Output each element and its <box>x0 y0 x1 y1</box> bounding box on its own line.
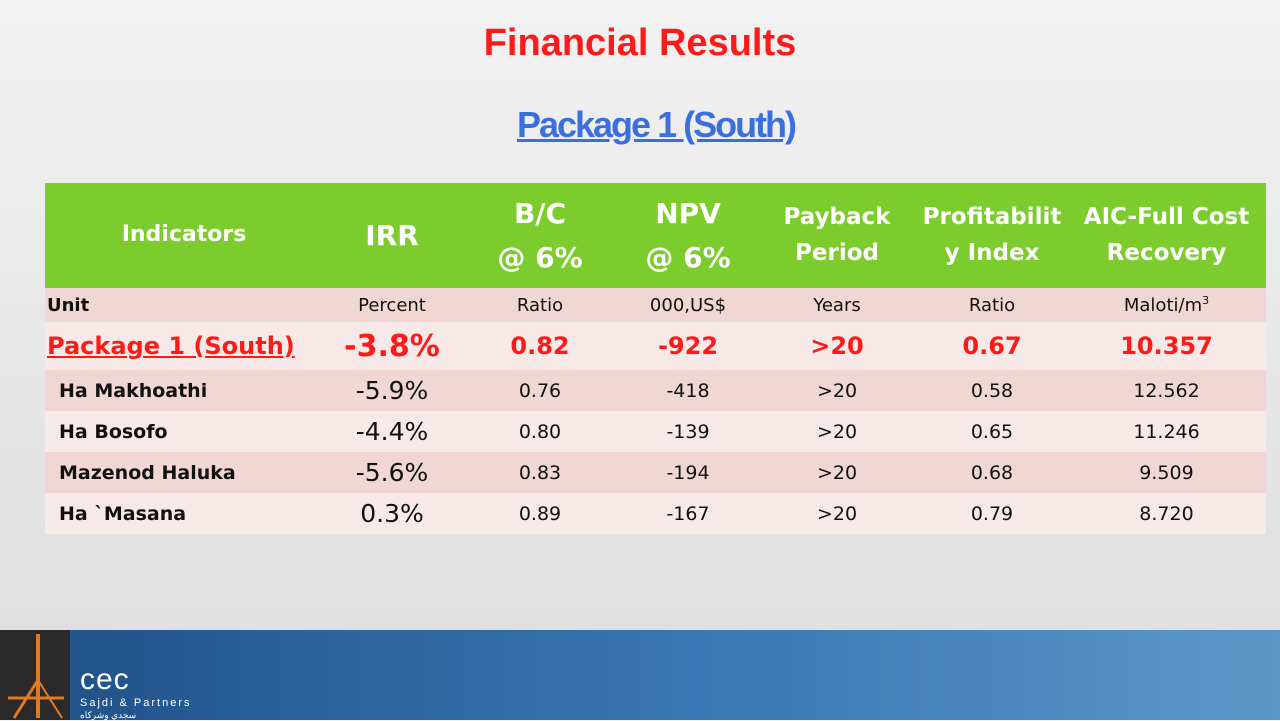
row-profit: 0.58 <box>917 370 1067 411</box>
row-profit: 0.79 <box>917 493 1067 534</box>
row-payback: >20 <box>757 370 917 411</box>
row-aic: 11.246 <box>1067 411 1266 452</box>
page-subtitle: Package 1 (South) <box>516 104 797 145</box>
header-bc-line1: B/C <box>513 197 567 231</box>
row-payback: >20 <box>757 411 917 452</box>
row-name: Ha Makhoathi <box>45 370 323 411</box>
package-aic: 10.357 <box>1067 322 1266 370</box>
package-payback: >20 <box>757 322 917 370</box>
row-name: Ha `Masana <box>45 493 323 534</box>
table-row: Ha Bosofo -4.4% 0.80 -139 >20 0.65 11.24… <box>45 411 1266 452</box>
row-aic: 8.720 <box>1067 493 1266 534</box>
unit-row: Unit Percent Ratio 000,US$ Years Ratio M… <box>45 288 1266 322</box>
row-bc: 0.83 <box>461 452 619 493</box>
row-irr: 0.3% <box>323 493 461 534</box>
row-npv: -418 <box>619 370 757 411</box>
row-name: Ha Bosofo <box>45 411 323 452</box>
package-npv: -922 <box>619 322 757 370</box>
brand-logo-text: cec <box>80 663 130 696</box>
header-irr: IRR <box>323 183 461 288</box>
unit-payback: Years <box>757 288 917 322</box>
header-npv-line1: NPV <box>655 197 721 231</box>
unit-profit: Ratio <box>917 288 1067 322</box>
row-npv: -139 <box>619 411 757 452</box>
row-profit: 0.65 <box>917 411 1067 452</box>
row-payback: >20 <box>757 452 917 493</box>
package-profit: 0.67 <box>917 322 1067 370</box>
row-name: Mazenod Haluka <box>45 452 323 493</box>
unit-aic-superscript: 3 <box>1202 294 1210 307</box>
header-profit-line1: Profitabilit <box>922 203 1062 230</box>
row-aic: 9.509 <box>1067 452 1266 493</box>
header-profit-line2: y Index <box>944 239 1040 266</box>
header-npv: NPV @ 6% <box>619 183 757 288</box>
header-aic-line2: Recovery <box>1106 239 1227 266</box>
table-row: Ha Makhoathi -5.9% 0.76 -418 >20 0.58 12… <box>45 370 1266 411</box>
row-bc: 0.80 <box>461 411 619 452</box>
logo-icon <box>8 634 64 719</box>
row-bc: 0.76 <box>461 370 619 411</box>
row-irr: -5.9% <box>323 370 461 411</box>
unit-irr: Percent <box>323 288 461 322</box>
header-payback-line2: Period <box>795 239 879 266</box>
row-npv: -167 <box>619 493 757 534</box>
header-aic-line1: AIC-Full Cost <box>1083 203 1250 230</box>
unit-bc: Ratio <box>461 288 619 322</box>
row-aic: 12.562 <box>1067 370 1266 411</box>
header-payback: Payback Period <box>757 183 917 288</box>
brand-partners-text: Sajdi & Partners <box>80 697 192 709</box>
cec-logo-mark <box>0 630 70 720</box>
row-npv: -194 <box>619 452 757 493</box>
unit-label: Unit <box>45 288 323 322</box>
row-profit: 0.68 <box>917 452 1067 493</box>
brand-arabic-text: سجدي وشركاه <box>80 710 137 720</box>
financial-results-table: Indicators IRR B/C @ 6% NPV @ 6% Payback Pe… <box>45 183 1266 534</box>
table-row: Ha `Masana 0.3% 0.89 -167 >20 0.79 8.720 <box>45 493 1266 534</box>
package-name: Package 1 (South) <box>45 322 323 370</box>
row-payback: >20 <box>757 493 917 534</box>
header-npv-line2: @ 6% <box>645 240 731 274</box>
row-irr: -4.4% <box>323 411 461 452</box>
header-bc-line2: @ 6% <box>497 240 583 274</box>
header-aic: AIC-Full Cost Recovery <box>1067 183 1266 288</box>
footer-banner: cec Sajdi & Partners سجدي وشركاه <box>0 630 1280 720</box>
unit-npv: 000,US$ <box>619 288 757 322</box>
unit-aic-text: Maloti/m <box>1123 295 1203 316</box>
page-title: Financial Results <box>483 22 797 64</box>
table-row: Mazenod Haluka -5.6% 0.83 -194 >20 0.68 … <box>45 452 1266 493</box>
header-bc: B/C @ 6% <box>461 183 619 288</box>
header-indicators: Indicators <box>45 183 323 288</box>
header-row: Indicators IRR B/C @ 6% NPV @ 6% Payback Pe… <box>45 183 1266 288</box>
package-total-row: Package 1 (South) -3.8% 0.82 -922 >20 0.… <box>45 322 1266 370</box>
package-irr: -3.8% <box>323 322 461 370</box>
row-bc: 0.89 <box>461 493 619 534</box>
package-bc: 0.82 <box>461 322 619 370</box>
header-profitability: Profitabilit y Index <box>917 183 1067 288</box>
row-irr: -5.6% <box>323 452 461 493</box>
header-payback-line1: Payback <box>783 203 891 230</box>
unit-aic: Maloti/m3 <box>1067 288 1266 322</box>
